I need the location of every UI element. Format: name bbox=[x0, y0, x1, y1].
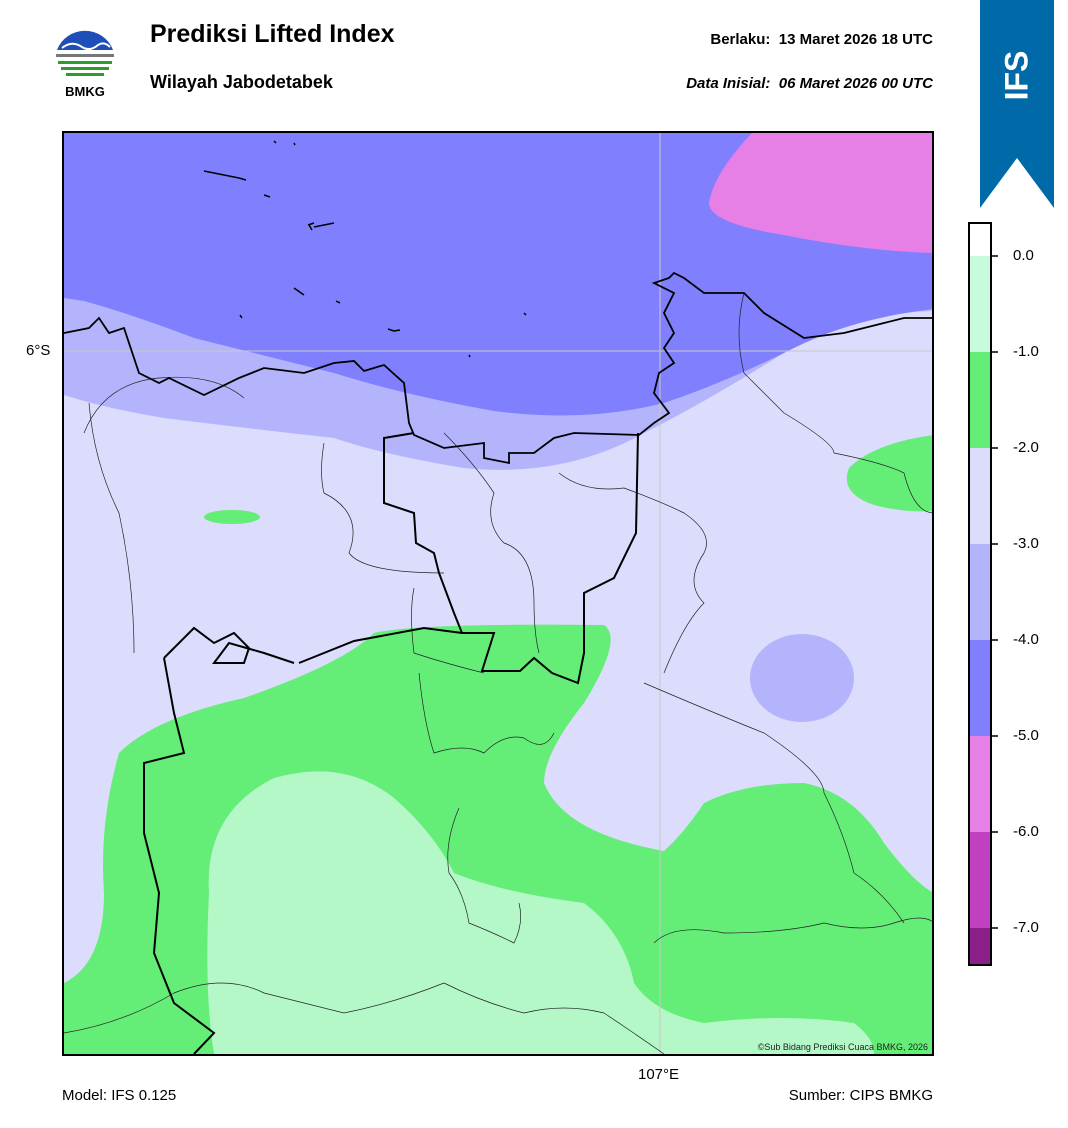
colorbar-tick-label: -3.0 bbox=[1013, 535, 1039, 552]
ribbon-shape bbox=[980, 0, 1054, 208]
colorbar-bin bbox=[968, 544, 992, 640]
colorbar-bin bbox=[968, 222, 992, 256]
ribbon-label: IFS bbox=[980, 0, 1054, 150]
ribbon-text: IFS bbox=[998, 50, 1035, 100]
band-neg6-neg5 bbox=[709, 133, 932, 253]
copyright-text: ©Sub Bidang Prediksi Cuaca BMKG, 2026 bbox=[757, 1042, 928, 1052]
bmkg-logo-icon bbox=[55, 26, 115, 86]
colorbar-tick-label: -6.0 bbox=[1013, 823, 1039, 840]
colorbar-ticks bbox=[992, 255, 998, 929]
colorbar bbox=[968, 222, 998, 966]
islands bbox=[203, 140, 527, 358]
colorbar-bin bbox=[968, 352, 992, 448]
band-neg2-neg1-east bbox=[846, 435, 932, 512]
colorbar-tick-label: 0.0 bbox=[1013, 247, 1034, 264]
colorbar-bins bbox=[968, 222, 992, 966]
colorbar-bin bbox=[968, 640, 992, 736]
valid-label: Berlaku: bbox=[710, 31, 771, 48]
model-info: Model: IFS 0.125 bbox=[62, 1087, 177, 1104]
valid-value: 13 Maret 2026 18 UTC bbox=[778, 31, 933, 48]
region-subtitle: Wilayah Jabodetabek bbox=[150, 72, 333, 92]
init-label: Data Inisial: bbox=[686, 75, 771, 92]
page-title: Prediksi Lifted Index bbox=[150, 20, 395, 48]
colorbar-tick-label: -2.0 bbox=[1013, 439, 1039, 456]
lon-label: 107°E bbox=[638, 1066, 680, 1083]
colorbar-bin bbox=[968, 832, 992, 928]
colorbar-bin bbox=[968, 928, 992, 966]
colorbar-bin bbox=[968, 736, 992, 832]
colorbar-tick-label: -7.0 bbox=[1013, 919, 1039, 936]
province-boundaries bbox=[143, 432, 639, 1054]
colorbar-svg bbox=[968, 222, 998, 966]
colorbar-bin bbox=[968, 256, 992, 352]
colorbar-tick-label: -4.0 bbox=[1013, 631, 1039, 648]
colorbar-tick-label: -1.0 bbox=[1013, 343, 1039, 360]
valid-time: Berlaku: 13 Maret 2026 18 UTC bbox=[710, 31, 933, 48]
colorbar-tick-label: -5.0 bbox=[1013, 727, 1039, 744]
band-neg1-0 bbox=[207, 771, 875, 1054]
source-info: Sumber: CIPS BMKG bbox=[788, 1087, 933, 1104]
init-time: Data Inisial: 06 Maret 2026 00 UTC bbox=[686, 75, 933, 92]
map-panel: ©Sub Bidang Prediksi Cuaca BMKG, 2026 bbox=[62, 131, 934, 1056]
init-value: 06 Maret 2026 00 UTC bbox=[778, 75, 933, 92]
model-ribbon bbox=[980, 0, 1054, 208]
logo-text: BMKG bbox=[65, 84, 105, 99]
band-neg4-neg3-east bbox=[750, 634, 854, 722]
band-neg2-neg1-west bbox=[204, 510, 260, 524]
lifted-index-map bbox=[64, 133, 932, 1054]
colorbar-bin bbox=[968, 448, 992, 544]
lat-label: 6°S bbox=[26, 342, 51, 359]
coastline bbox=[64, 271, 932, 465]
